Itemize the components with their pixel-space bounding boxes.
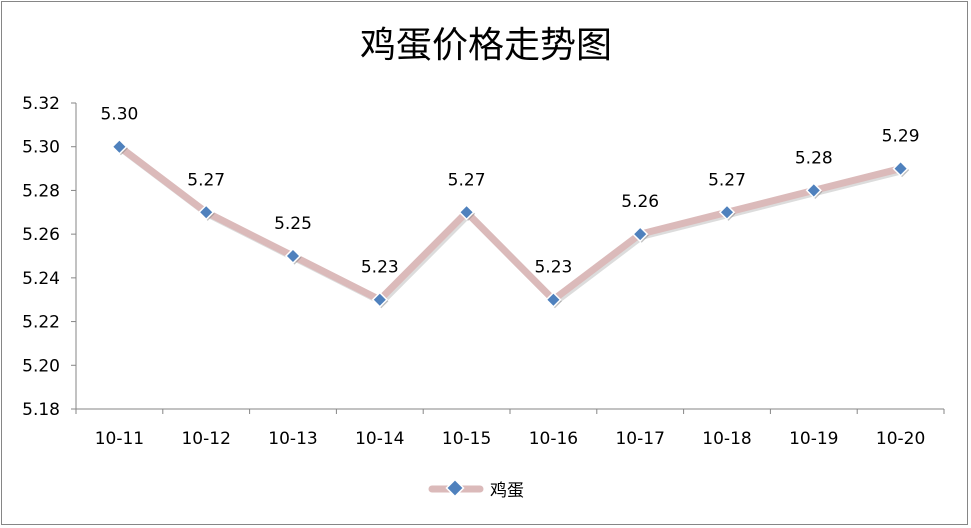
- data-point-marker: [198, 204, 215, 221]
- series-line: [115, 143, 907, 306]
- x-tick-label: 10-16: [529, 429, 578, 449]
- data-label: 5.29: [882, 127, 920, 147]
- series-line-path: [115, 143, 905, 304]
- x-tick-label: 10-13: [268, 429, 317, 449]
- chart-title: 鸡蛋价格走势图: [360, 25, 612, 66]
- data-point-marker: [632, 226, 649, 243]
- data-label: 5.27: [708, 170, 746, 190]
- x-tick-label: 10-17: [615, 429, 664, 449]
- data-label: 5.26: [621, 192, 659, 212]
- data-point-marker: [111, 138, 128, 155]
- y-tick-label: 5.26: [22, 225, 60, 245]
- y-tick-label: 5.32: [22, 94, 60, 114]
- data-label: 5.25: [274, 214, 312, 234]
- data-point-marker: [805, 182, 822, 199]
- legend: 鸡蛋: [428, 478, 524, 501]
- x-tick-label: 10-20: [876, 429, 925, 449]
- x-tick-label: 10-11: [95, 429, 144, 449]
- y-tick-label: 5.24: [22, 269, 60, 289]
- x-tick-label: 10-14: [355, 429, 404, 449]
- data-label: 5.28: [795, 148, 833, 168]
- y-tick-label: 5.18: [22, 400, 60, 420]
- x-tick-label: 10-18: [702, 429, 751, 449]
- data-label: 5.30: [100, 105, 138, 125]
- x-tick-label: 10-12: [181, 429, 230, 449]
- data-point-marker: [718, 204, 736, 221]
- markers: [111, 138, 910, 309]
- y-tick-label: 5.22: [22, 313, 60, 333]
- data-label: 5.27: [187, 170, 225, 190]
- legend-marker-swatch: [445, 478, 465, 498]
- data-label: 5.27: [448, 170, 486, 190]
- x-tick-label: 10-19: [789, 429, 838, 449]
- data-label: 5.23: [534, 258, 572, 278]
- data-labels: 5.30 5.27 5.25 5.23 5.27 5.23 5.26 5.27 5.28 5.29: [100, 105, 919, 278]
- data-point-marker: [892, 160, 909, 177]
- y-tick-label: 5.20: [22, 356, 60, 376]
- axes: 5.18 5.20 5.22 5.24 5.26 5.28 5.30 5.32 10-11 10-…: [22, 94, 945, 449]
- legend-label: 鸡蛋: [490, 481, 524, 501]
- y-tick-label: 5.28: [22, 181, 60, 201]
- y-tick-label: 5.30: [22, 138, 60, 158]
- data-point-marker: [545, 291, 562, 308]
- data-point-marker: [284, 247, 302, 265]
- data-point-marker: [371, 291, 388, 308]
- data-point-marker: [458, 204, 475, 221]
- x-tick-label: 10-15: [442, 429, 491, 449]
- data-label: 5.23: [361, 258, 399, 278]
